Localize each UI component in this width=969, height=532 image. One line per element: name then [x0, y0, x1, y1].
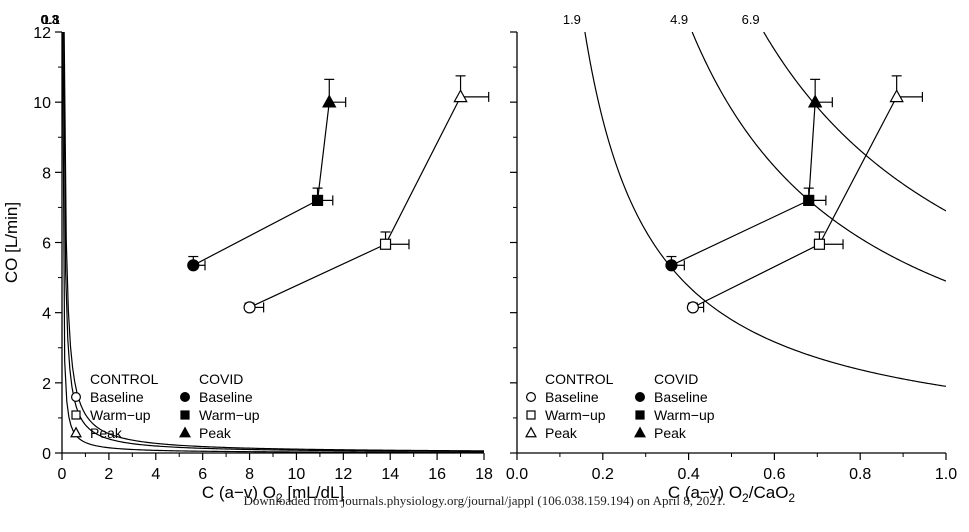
legend-marker-square [180, 410, 190, 420]
x-tick-label: 0.2 [592, 466, 614, 483]
isoline-4.9 [691, 32, 946, 282]
x-axis-label-sub: 2 [742, 491, 749, 505]
isoline-label-0.3: 0.3 [41, 12, 59, 27]
legend-label: Warm−up [654, 407, 715, 423]
isoline-label-1.9: 1.9 [563, 12, 581, 27]
legend-marker-triangle [70, 426, 82, 438]
legend-marker-circle [70, 392, 81, 403]
marker-covid-warm-up [803, 194, 815, 206]
isoline-label-0.8: 0.8 [41, 12, 59, 27]
chart-panel-1: 0.30.81.1 0 2 4 6 8 10 12 0 2 4 6 8 10 12 14 16 18 C (a−v)… [2, 12, 493, 505]
legend-label: Peak [545, 425, 578, 441]
legend-label: Warm−up [545, 407, 606, 423]
legend-title-covid: COVID [199, 371, 243, 387]
isoline-label-6.9: 6.9 [742, 12, 760, 27]
isoline-label-4.9: 4.9 [670, 12, 688, 27]
isoline-0.3 [62, 32, 484, 453]
isoline-0.8 [62, 32, 484, 453]
x-tick-label: 6 [198, 466, 207, 483]
series-line-control [249, 96, 462, 308]
legend-marker-circle [180, 392, 191, 403]
legend-marker-square [71, 410, 81, 420]
legend-label: Warm−up [199, 407, 260, 423]
legend-marker-circle [634, 392, 645, 403]
marker-covid-peak [807, 94, 823, 108]
x-tick-label: 1.0 [935, 466, 957, 483]
marker-control-baseline [243, 301, 256, 314]
y-tick-label: 0 [42, 446, 51, 463]
isoline-1.1 [63, 32, 484, 452]
y-tick-label: 12 [33, 25, 51, 42]
y-axis-label: CO [L/min] [2, 202, 21, 283]
legend-label: Warm−up [90, 407, 151, 423]
legend-label: Baseline [545, 389, 599, 405]
y-tick-label: 8 [42, 165, 51, 182]
marker-covid-peak [322, 94, 337, 108]
x-tick-label: 18 [475, 466, 493, 483]
x-tick-label: 0.6 [763, 466, 785, 483]
legend-title-covid: COVID [654, 371, 698, 387]
legend-marker-triangle [179, 426, 191, 438]
x-tick-label: 0.8 [849, 466, 871, 483]
legend-label: Peak [90, 425, 123, 441]
x-axis-label-sub2: 2 [788, 491, 795, 505]
marker-control-peak [453, 89, 468, 103]
legend-marker-triangle [525, 426, 537, 438]
marker-control-peak [889, 89, 904, 103]
x-axis-label-main: C (a−v) O [202, 483, 276, 502]
marker-control-warm-up [813, 238, 826, 250]
x-tick-label: 0.0 [506, 466, 528, 483]
chart-panel-2: 1.9 4.9 6.90.0 0.2 0.4 0.6 0.8 1.0C (a−v) O2/Ca… [506, 12, 957, 505]
marker-covid-warm-up [311, 194, 324, 206]
y-tick-label: 10 [33, 95, 51, 112]
marker-control-baseline [686, 301, 699, 314]
x-axis-label: C (a−v) O2 [mL/dL] [202, 483, 344, 505]
x-tick-label: 4 [151, 466, 160, 483]
x-tick-label: 8 [245, 466, 254, 483]
x-tick-label: 0.4 [677, 466, 699, 483]
x-axis-label-sub: 2 [276, 491, 283, 505]
legend: CONTROL Baseline Warm−up Peak COVID Baseline W… [525, 371, 715, 441]
legend-label: Peak [654, 425, 687, 441]
legend-label: Baseline [654, 389, 708, 405]
x-tick-label: 10 [288, 466, 306, 483]
legend-label: Peak [199, 425, 232, 441]
legend-marker-square [635, 410, 645, 420]
legend: CONTROL Baseline Warm−up Peak COVID Baseline W… [70, 371, 260, 441]
x-tick-label: 12 [334, 466, 352, 483]
x-axis-label-main: C (a−v) O [668, 483, 742, 502]
legend-label: Baseline [199, 389, 253, 405]
marker-covid-baseline [187, 259, 200, 272]
y-tick-label: 6 [42, 236, 51, 253]
x-axis-label-tail: /CaO [749, 483, 789, 502]
series-line-covid [193, 102, 330, 266]
marker-covid-baseline [665, 259, 678, 272]
legend-marker-triangle [634, 426, 646, 438]
series-line-control [692, 96, 898, 308]
x-tick-label: 2 [104, 466, 113, 483]
x-axis-label-tail: [mL/dL] [283, 483, 344, 502]
legend-label: Baseline [90, 389, 144, 405]
marker-control-warm-up [379, 238, 392, 250]
legend-marker-circle [525, 392, 536, 403]
legend-marker-square [526, 410, 536, 420]
x-tick-label: 16 [428, 466, 446, 483]
x-tick-label: 0 [58, 466, 67, 483]
x-axis-label: C (a−v) O2/CaO2 [668, 483, 796, 505]
download-watermark: Downloaded from journals.physiology.org/… [243, 493, 726, 508]
isoline-6.9 [763, 32, 946, 212]
x-tick-label: 14 [381, 466, 399, 483]
legend-title-control: CONTROL [90, 371, 159, 387]
y-tick-label: 4 [42, 306, 51, 323]
y-tick-label: 2 [42, 376, 51, 393]
legend-title-control: CONTROL [545, 371, 614, 387]
isoline-label-1.1: 1.1 [42, 12, 60, 27]
isoline-1.9 [584, 32, 946, 387]
